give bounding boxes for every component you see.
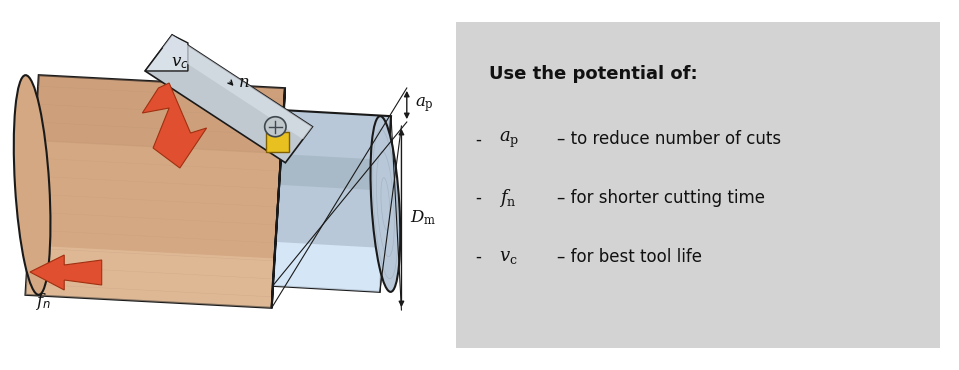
Text: Use the potential of:: Use the potential of:	[489, 65, 698, 83]
Polygon shape	[279, 154, 388, 191]
Polygon shape	[30, 255, 102, 290]
Text: – for shorter cutting time: – for shorter cutting time	[557, 189, 765, 207]
Polygon shape	[145, 35, 188, 71]
Text: $v_\mathregular{c}$: $v_\mathregular{c}$	[171, 53, 189, 71]
Text: $f_\mathrm{n}$: $f_\mathrm{n}$	[499, 187, 517, 209]
Text: $v_\mathrm{c}$: $v_\mathrm{c}$	[499, 248, 518, 266]
Polygon shape	[35, 75, 285, 154]
Text: $a_\mathrm{p}$: $a_\mathrm{p}$	[499, 130, 520, 149]
Text: – to reduce number of cuts: – to reduce number of cuts	[557, 130, 782, 148]
Polygon shape	[271, 88, 285, 308]
Polygon shape	[145, 35, 313, 163]
Ellipse shape	[13, 75, 51, 295]
Text: -: -	[475, 248, 480, 266]
Text: $n$: $n$	[238, 73, 249, 91]
Polygon shape	[142, 83, 206, 168]
Polygon shape	[272, 110, 391, 292]
Text: -: -	[475, 189, 480, 207]
Text: $f_\mathregular{n}$: $f_\mathregular{n}$	[35, 292, 51, 313]
Polygon shape	[272, 242, 383, 292]
Ellipse shape	[370, 116, 400, 292]
Text: -: -	[475, 130, 480, 148]
Text: $a_\mathrm{p}$: $a_\mathrm{p}$	[415, 95, 434, 114]
FancyBboxPatch shape	[456, 22, 940, 348]
Polygon shape	[266, 132, 290, 152]
Polygon shape	[26, 245, 274, 308]
Text: $D_\mathrm{m}$: $D_\mathrm{m}$	[410, 209, 436, 227]
Text: – for best tool life: – for best tool life	[557, 248, 702, 266]
Circle shape	[265, 117, 286, 137]
Polygon shape	[163, 35, 313, 139]
Polygon shape	[26, 75, 285, 308]
